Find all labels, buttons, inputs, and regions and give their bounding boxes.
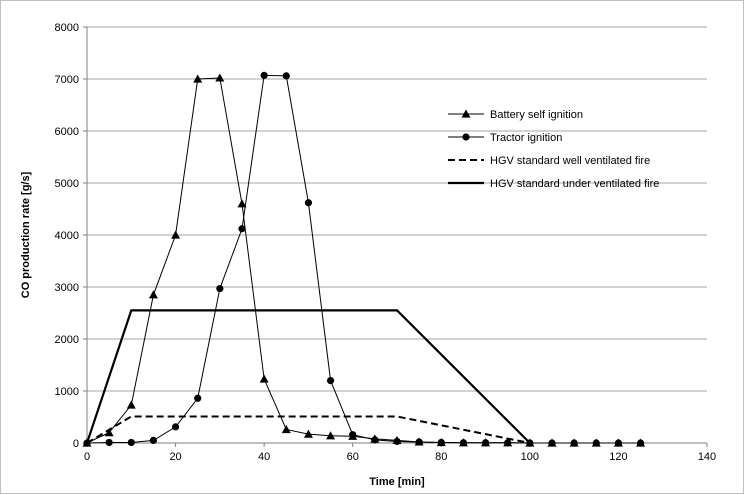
data-point-series-1	[126, 400, 136, 409]
legend-label-2: Tractor ignition	[490, 132, 562, 144]
data-point-series-1	[303, 429, 313, 438]
x-tick-label: 60	[347, 451, 359, 463]
data-point-series-2	[127, 438, 135, 447]
data-point-series-2	[83, 439, 91, 447]
data-point-series-2	[238, 225, 246, 233]
x-tick-label: 20	[169, 451, 181, 463]
data-point-series-2	[526, 439, 534, 447]
data-point-series-2	[548, 439, 556, 447]
data-point-series-1	[259, 374, 269, 383]
data-point-series-2	[105, 438, 113, 447]
data-point-series-2	[149, 436, 158, 444]
legend-label-1: Battery self ignition	[490, 109, 583, 121]
legend-marker-2	[462, 133, 470, 141]
x-tick-label: 140	[698, 451, 716, 463]
y-tick-label: 2000	[55, 334, 79, 346]
legend-label-3: HGV standard well ventilated fire	[490, 155, 650, 167]
data-point-series-1	[193, 74, 203, 83]
data-point-series-2	[260, 71, 268, 79]
data-point-series-1	[237, 199, 247, 208]
data-point-series-1	[281, 424, 291, 434]
data-point-series-2	[592, 439, 600, 447]
x-tick-label: 40	[258, 451, 270, 463]
data-point-series-1	[215, 73, 225, 82]
y-tick-label: 4000	[55, 230, 79, 242]
y-tick-label: 5000	[55, 178, 79, 190]
data-point-series-2	[171, 423, 180, 431]
data-point-series-2	[371, 436, 379, 444]
y-tick-label: 6000	[55, 126, 79, 138]
data-point-series-2	[504, 439, 512, 447]
data-point-series-2	[614, 439, 623, 447]
data-point-series-2	[304, 199, 313, 207]
y-tick-label: 0	[73, 438, 79, 450]
data-point-series-1	[104, 428, 114, 437]
data-point-series-2	[570, 439, 578, 447]
data-point-series-2	[459, 439, 468, 447]
x-tick-label: 100	[521, 451, 539, 463]
series-line-2	[86, 74, 641, 444]
x-tick-label: 120	[609, 451, 627, 463]
y-axis-title: CO production rate [g/s]	[20, 171, 32, 298]
y-tick-label: 8000	[55, 22, 79, 34]
y-tick-label: 1000	[55, 386, 79, 398]
data-point-series-2	[349, 431, 357, 439]
data-point-series-2	[393, 437, 401, 446]
tick-labels: 0 1000 2000 3000 4000 5000 6000 7000 8000 0 20 40 60…	[55, 22, 717, 463]
x-tick-label: 0	[84, 451, 90, 463]
y-tick-label: 3000	[55, 282, 79, 294]
data-point-series-2	[481, 439, 490, 447]
data-point-series-1	[171, 230, 181, 239]
data-point-series-2	[636, 439, 645, 447]
series-line-4	[85, 309, 531, 444]
gridlines	[87, 26, 707, 392]
x-tick-label: 80	[435, 451, 447, 463]
data-point-series-1	[326, 431, 336, 440]
legend: Battery self ignition Tractor ignition HGV…	[448, 109, 659, 190]
data-point-series-2	[437, 438, 445, 447]
data-point-series-2	[216, 284, 224, 293]
legend-label-4: HGV standard under ventilated fire	[490, 178, 659, 190]
legend-marker-1	[461, 109, 471, 118]
data-point-series-2	[415, 438, 423, 446]
y-tick-label: 7000	[55, 74, 79, 86]
data-point-series-2	[282, 72, 290, 80]
x-axis-title: Time [min]	[369, 476, 425, 488]
data-point-series-2	[326, 377, 335, 385]
series-markers	[82, 71, 646, 447]
data-point-series-2	[194, 394, 202, 402]
data-point-series-1	[148, 290, 158, 299]
